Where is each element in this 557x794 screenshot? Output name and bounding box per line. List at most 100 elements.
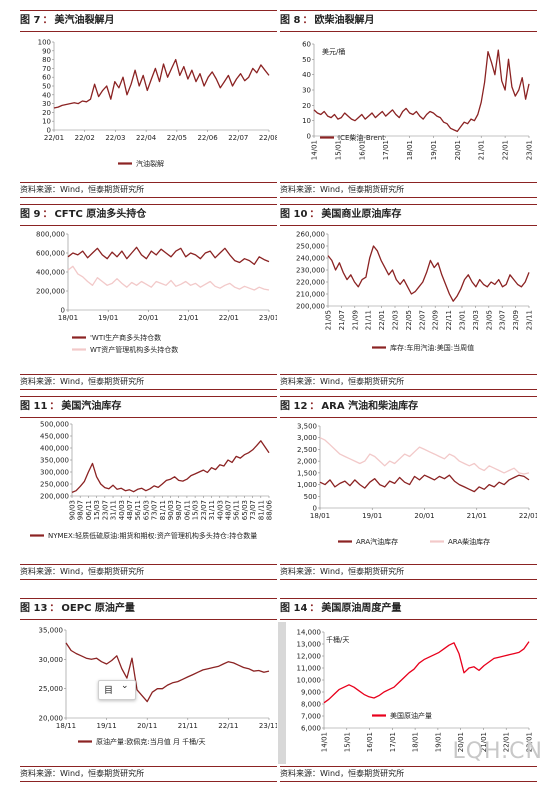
- y-tick-label: 30: [302, 87, 311, 95]
- y-tick-label: 10: [302, 117, 311, 125]
- y-tick-label: 250,000: [40, 481, 69, 489]
- y-tick-label: 14,000: [297, 629, 322, 637]
- y-tick-label: 8,000: [301, 701, 321, 709]
- image-toolbar-popup[interactable]: 目 ⌄: [98, 680, 136, 700]
- y-tick-label: 20: [42, 109, 51, 117]
- figure-title: 图 9： CFTC 原油多头持仓: [20, 204, 277, 226]
- chevron-down-icon[interactable]: ⌄: [121, 681, 129, 691]
- y-tick-label: 230,000: [296, 267, 325, 275]
- x-tick-label: 23/01: [459, 310, 467, 330]
- x-tick-label: 21/01: [179, 314, 199, 322]
- y-tick-label: 250,000: [296, 243, 325, 251]
- source-note: 资料来源：Wind，恒泰期货研究所: [20, 374, 277, 390]
- source-note: 资料来源：Wind，恒泰期货研究所: [280, 374, 537, 390]
- y-tick-label: 25,000: [39, 685, 64, 693]
- y-tick-label: 12,000: [297, 653, 322, 661]
- y-tick-label: 400,000: [40, 445, 69, 453]
- x-tick-label: 81/11: [159, 500, 167, 520]
- legend-label: 原油产量:欧佩克:当月值 月 千桶/天: [96, 737, 206, 746]
- y-tick-label: 30: [42, 100, 51, 108]
- x-tick-label: 06/11: [85, 500, 93, 520]
- y-tick-label: 30,000: [39, 656, 64, 664]
- x-tick-label: 17/01: [389, 732, 397, 752]
- x-tick-label: 22/11: [218, 722, 238, 730]
- y-tick-label: 3,500: [297, 423, 317, 431]
- x-tick-label: 22/01: [519, 512, 537, 520]
- x-tick-label: 23/01: [526, 732, 534, 752]
- figure-title: 图 12： ARA 汽油和柴油库存: [280, 396, 537, 418]
- x-tick-label: 22/01: [378, 310, 386, 330]
- chart-fig13: 20,000 25,000 30,000 35,000 18/11 19/11 20/11 2…: [39, 627, 278, 747]
- legend-label: NYMEX:轻质低硫原油:期货和期权:资产管理机构多头持仓:持仓数量: [48, 531, 257, 540]
- x-tick-label: 98/07: [175, 500, 183, 520]
- x-tick-label: 16/01: [358, 140, 366, 160]
- x-tick-label: 98/07: [77, 500, 85, 520]
- figure-title: 图 7：美汽油裂解月: [20, 10, 277, 32]
- y-tick-label: 20: [302, 102, 311, 110]
- x-tick-label: 20/01: [414, 512, 434, 520]
- x-tick-label: 23/07: [200, 500, 208, 520]
- source-note: 资料来源：Wind，恒泰期货研究所: [280, 564, 537, 580]
- figure-title: 图 8：欧柴油裂解月: [280, 10, 537, 32]
- x-tick-label: 22/01: [503, 732, 511, 752]
- chart-fig8: 0 10 20 30 40 50 60 14/01 15/01 16/01 17/01 18/01 19…: [302, 41, 533, 161]
- series-line-1: [319, 437, 530, 475]
- x-tick-label: 23/11: [526, 310, 534, 330]
- series-line-0: [323, 641, 530, 704]
- x-tick-label: 14/01: [311, 140, 319, 160]
- chart-fig14: 6,000 7,000 8,000 9,000 10,000 11,000 12,000 13…: [297, 629, 534, 753]
- x-tick-label: 21/05: [325, 310, 333, 330]
- x-tick-label: 17/01: [382, 140, 390, 160]
- legend-label: 库存:车用汽油:美国:当周值: [390, 343, 474, 352]
- x-tick-label: 23/05: [485, 310, 493, 330]
- y-tick-label: 90: [42, 47, 51, 55]
- panel-fig12: 图 12： ARA 汽油和柴油库存 0 500 1,000 1,500 2,000 2,50…: [280, 396, 537, 582]
- source-note: 资料来源：Wind，恒泰期货研究所: [280, 766, 537, 782]
- y-tick-label: 240,000: [296, 255, 325, 263]
- x-tick-label: 21/01: [478, 140, 486, 160]
- x-tick-label: 15/01: [343, 732, 351, 752]
- y-tick-label: 3,000: [297, 434, 317, 442]
- x-tick-label: 20/01: [454, 140, 462, 160]
- chart-fig11: 200,000 250,000 300,000 350,000 400,000 450,0…: [30, 421, 274, 540]
- x-tick-label: 19/01: [434, 732, 442, 752]
- series-line-0: [319, 474, 530, 493]
- panel-fig10: 图 10：美国商业原油库存 200,000 210,000 220,000 230,0…: [280, 204, 537, 392]
- x-tick-label: 22/01: [219, 314, 239, 322]
- y-tick-label: 500: [304, 493, 317, 501]
- y-tick-label: 600,000: [36, 250, 65, 258]
- y-tick-label: 10: [42, 118, 51, 126]
- panel-fig7: 图 7：美汽油裂解月 0 10 20 30 40 50 60 70 80 90 100 22/01 22…: [20, 10, 277, 200]
- y-tick-label: 60: [42, 74, 51, 82]
- x-tick-label: 20/01: [138, 314, 158, 322]
- x-tick-label: 19/01: [430, 140, 438, 160]
- series-line-0: [67, 246, 270, 266]
- x-tick-label: 73/07: [151, 500, 159, 520]
- chart-fig10: 200,000 210,000 220,000 230,000 240,000 250,0…: [296, 231, 534, 353]
- x-tick-label: 31/11: [208, 500, 216, 520]
- x-tick-label: 19/01: [98, 314, 118, 322]
- x-tick-label: 22/01: [502, 140, 510, 160]
- y-tick-label: 260,000: [296, 231, 325, 239]
- x-tick-label: 15/01: [334, 140, 342, 160]
- y-tick-label: 2,000: [297, 458, 317, 466]
- y-tick-label: 6,000: [301, 725, 321, 733]
- source-note: 资料来源：Wind，恒泰期货研究所: [20, 564, 277, 580]
- y-tick-label: 220,000: [296, 279, 325, 287]
- x-tick-label: 22/08: [259, 134, 277, 142]
- y-tick-label: 450,000: [40, 433, 69, 441]
- series-line-1: [67, 265, 270, 291]
- x-tick-label: 56/11: [233, 500, 241, 520]
- y-tick-label: 500,000: [40, 421, 69, 429]
- y-tick-label: 200,000: [40, 493, 69, 501]
- chart-fig9: 0 200,000 400,000 600,000 800,000 18/01 19/01 2…: [36, 231, 277, 355]
- x-tick-label: 40/03: [216, 500, 224, 520]
- figure-title: 图 13： OEPC 原油产量: [20, 598, 277, 620]
- x-tick-label: 22/04: [136, 134, 157, 142]
- y-tick-label: 800,000: [36, 231, 65, 239]
- figure-title: 图 14：美国原油周度产量: [280, 598, 537, 620]
- image-view-icon[interactable]: 目: [104, 686, 114, 696]
- legend-label: ICE柴油-Brent: [338, 133, 385, 142]
- x-tick-label: 22/09: [432, 310, 440, 330]
- x-tick-label: 48/07: [126, 500, 134, 520]
